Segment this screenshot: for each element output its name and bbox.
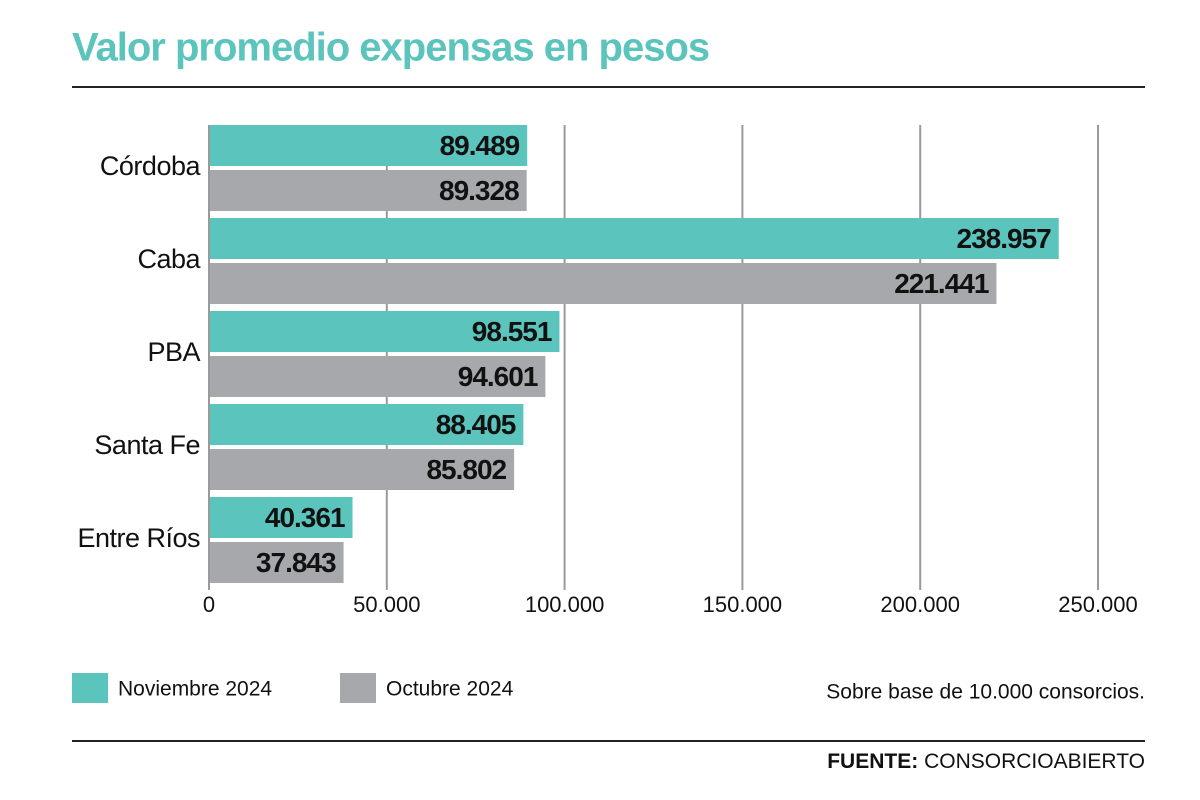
bar (209, 125, 528, 166)
note: Sobre base de 10.000 consorcios. (826, 681, 1145, 704)
bar (209, 497, 353, 538)
source-label: FUENTE: (827, 750, 918, 773)
bar (209, 263, 997, 304)
bar (209, 449, 515, 490)
bar (209, 356, 546, 397)
value-label: 89.328 (439, 175, 519, 206)
bar (209, 311, 560, 352)
x-tick-label: 150.000 (703, 592, 783, 617)
legend-label: Noviembre 2024 (118, 678, 272, 701)
value-label: 89.489 (440, 130, 520, 161)
bar (209, 218, 1059, 259)
chart-title: Valor promedio expensas en pesos (72, 26, 709, 70)
bar (209, 404, 524, 445)
source: FUENTE: CONSORCIOABIERTO (827, 750, 1145, 773)
value-label: 238.957 (957, 223, 1052, 254)
x-tick-label: 200.000 (880, 592, 960, 617)
value-label: 98.551 (472, 316, 552, 347)
y-tick-label: Santa Fe (94, 430, 200, 460)
x-tick-label: 100.000 (525, 592, 605, 617)
value-label: 221.441 (894, 268, 989, 299)
legend-swatch (72, 673, 108, 703)
legend-swatch (340, 673, 376, 703)
value-label: 94.601 (458, 361, 538, 392)
value-label: 40.361 (265, 502, 345, 533)
value-label: 85.802 (426, 454, 506, 485)
y-tick-label: Entre Ríos (77, 523, 200, 553)
value-label: 37.843 (256, 547, 336, 578)
y-tick-label: Caba (137, 244, 201, 274)
x-tick-label: 250.000 (1058, 592, 1138, 617)
x-tick-label: 50.000 (353, 592, 420, 617)
bar (209, 170, 527, 211)
legend-label: Octubre 2024 (386, 678, 514, 701)
y-tick-label: Córdoba (100, 151, 202, 181)
y-tick-label: PBA (147, 337, 200, 367)
source-name: CONSORCIOABIERTO (924, 750, 1145, 773)
x-tick-label: 0 (203, 592, 215, 617)
bar (209, 542, 344, 583)
value-label: 88.405 (436, 409, 516, 440)
